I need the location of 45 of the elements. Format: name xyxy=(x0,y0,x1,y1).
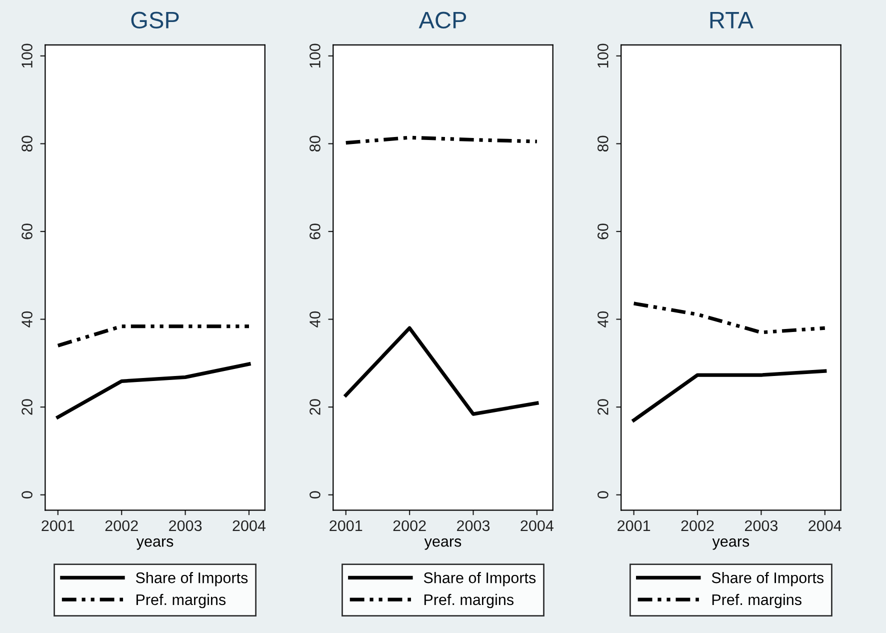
x-tick-label: 2001 xyxy=(330,520,362,532)
y-tick-label: 60 xyxy=(22,224,32,240)
x-tick-label: 2004 xyxy=(520,520,554,532)
x-tick-label: 2004 xyxy=(808,520,842,532)
y-tick-label: 80 xyxy=(598,136,608,152)
y-tick-label: 0 xyxy=(310,491,320,498)
legend-label: Pref. margins xyxy=(424,594,514,608)
x-tick-label: 2002 xyxy=(681,520,714,532)
y-tick-label: 20 xyxy=(22,399,32,415)
x-tick-label: 2002 xyxy=(105,520,138,532)
y-tick-label: 100 xyxy=(598,44,608,68)
y-tick-label: 80 xyxy=(310,136,320,152)
y-tick-label: 20 xyxy=(310,399,320,415)
x-tick-label: 2003 xyxy=(457,520,490,532)
x-axis-title: years xyxy=(136,538,174,550)
x-tick-label: 2004 xyxy=(232,520,266,532)
chart-title: GSP xyxy=(131,12,179,29)
y-tick-label: 100 xyxy=(310,44,320,68)
y-tick-label: 0 xyxy=(598,491,608,498)
chart-title: ACP xyxy=(418,12,466,29)
y-tick-label: 40 xyxy=(22,311,32,328)
legend-label: Share of Imports xyxy=(136,572,248,586)
legend-label: Pref. margins xyxy=(136,594,226,608)
y-tick-label: 60 xyxy=(310,224,320,240)
x-tick-label: 2003 xyxy=(169,520,202,532)
y-tick-label: 40 xyxy=(598,311,608,328)
x-axis-title: years xyxy=(712,538,750,550)
y-tick-label: 0 xyxy=(22,491,32,498)
chart-title: RTA xyxy=(710,12,754,28)
x-axis-title: years xyxy=(424,538,462,550)
line-series xyxy=(56,362,251,419)
y-tick-label: 100 xyxy=(22,44,32,68)
x-tick-label: 2001 xyxy=(42,520,74,532)
x-tick-label: 2003 xyxy=(744,520,778,532)
x-tick-label: 2002 xyxy=(393,520,426,532)
y-tick-label: 80 xyxy=(22,136,32,152)
legend-label: Share of Imports xyxy=(712,572,824,586)
legend-label: Share of Imports xyxy=(424,572,536,586)
line-series xyxy=(344,326,539,416)
x-tick-label: 2001 xyxy=(618,520,650,532)
y-tick-label: 40 xyxy=(310,311,320,328)
legend-label: Pref. margins xyxy=(712,594,802,608)
line-series xyxy=(632,302,827,334)
y-tick-label: 20 xyxy=(598,399,608,415)
y-tick-label: 60 xyxy=(598,224,608,240)
